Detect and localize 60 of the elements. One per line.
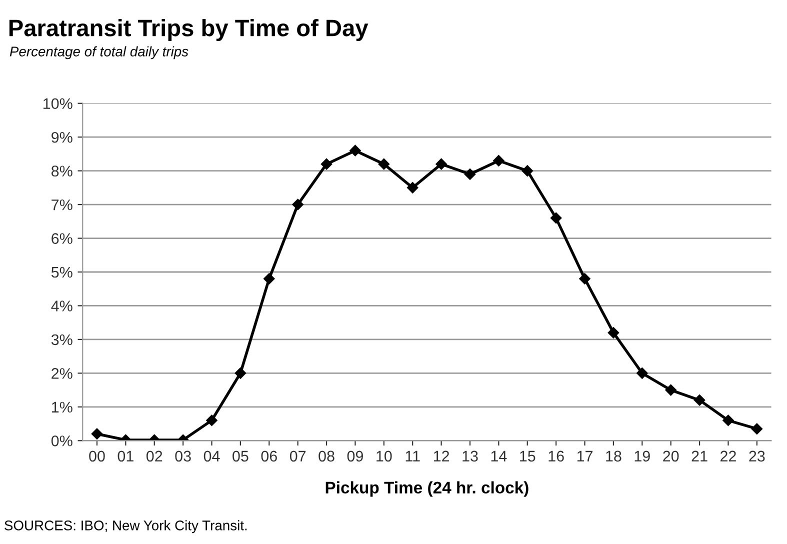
x-tick-label: 14 [491, 450, 507, 462]
x-tick-label: 13 [462, 450, 478, 462]
chart-subtitle: Percentage of total daily trips [10, 46, 188, 60]
point [522, 165, 533, 176]
y-tick-label: 7% [52, 199, 72, 210]
y-tick-label: 0% [51, 436, 72, 446]
point [264, 273, 275, 284]
x-tick-label: 16 [548, 450, 564, 462]
point [550, 212, 562, 224]
x-tick-label: 05 [232, 450, 248, 462]
x-tick-label: 04 [204, 450, 220, 462]
x-tick-label: 19 [634, 450, 650, 462]
point [350, 144, 361, 156]
y-tick-label: 2% [52, 368, 72, 379]
source-note: SOURCES: IBO; New York City Transit. [4, 520, 247, 534]
point [722, 414, 734, 426]
point [91, 428, 103, 440]
point [608, 327, 620, 338]
point [292, 198, 304, 210]
x-tick-label: 21 [692, 450, 708, 462]
y-tick-label: 9% [52, 132, 72, 143]
point [751, 423, 763, 434]
x-tick-label: 08 [318, 450, 334, 462]
x-tick-label: 20 [663, 450, 679, 462]
x-tick-label: 10 [376, 450, 392, 462]
x-tick-label: 23 [749, 450, 765, 462]
x-tick-label: 15 [520, 450, 536, 462]
x-tick-label: 02 [146, 450, 162, 462]
point [406, 182, 418, 194]
x-tick-label: 12 [434, 450, 450, 462]
x-tick-label: 01 [118, 450, 134, 462]
point [206, 414, 218, 426]
y-tick-label: 3% [51, 334, 72, 346]
point [493, 155, 504, 166]
point [694, 394, 706, 406]
y-tick-label: 6% [52, 233, 72, 244]
y-tick-label: 1% [52, 402, 72, 413]
point [234, 368, 246, 379]
x-tick-label: 18 [606, 450, 622, 462]
chart-title: Paratransit Trips by Time of Day [9, 19, 368, 42]
point [464, 168, 476, 180]
y-tick-label: 8% [51, 166, 72, 176]
point [436, 158, 447, 170]
y-tick-label: 4% [51, 300, 72, 312]
point [378, 158, 390, 170]
x-tick-label: 06 [261, 450, 277, 462]
point [636, 368, 648, 379]
y-tick-label: 5% [51, 266, 72, 278]
point [320, 158, 332, 170]
x-axis-title: Pickup Time (24 hr. clock) [326, 481, 528, 497]
x-tick-label: 11 [406, 450, 420, 462]
x-tick-label: 00 [89, 450, 105, 462]
x-tick-label: 17 [577, 450, 592, 462]
y-tick-label: 10% [44, 98, 72, 110]
point [665, 384, 676, 396]
point [579, 273, 590, 284]
x-tick-label: 07 [290, 450, 306, 462]
x-tick-label: 09 [347, 450, 363, 462]
x-tick-label: 22 [720, 450, 736, 462]
x-tick-label: 03 [175, 450, 191, 462]
